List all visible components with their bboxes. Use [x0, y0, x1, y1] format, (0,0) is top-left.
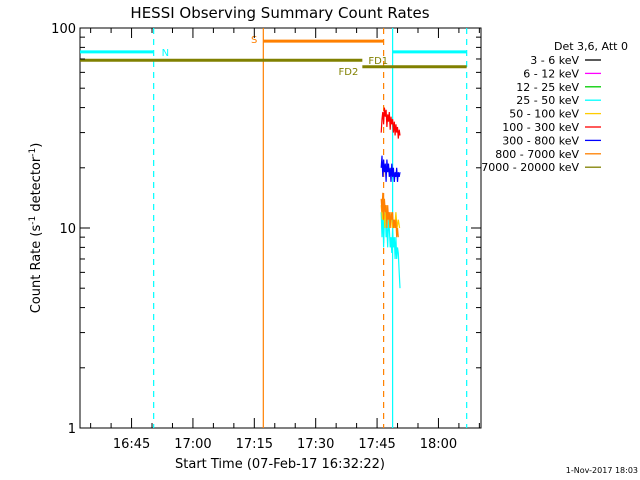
- series-line: [380, 107, 401, 139]
- legend-entry-label: 300 - 800 keV: [502, 134, 579, 147]
- observing-annotations: N S FD1 FD2: [80, 35, 467, 78]
- y-axis-label-main: Count Rate (s: [29, 225, 44, 314]
- legend-entry-label: 800 - 7000 keV: [495, 148, 579, 161]
- y-tick-label: 10: [59, 222, 76, 237]
- y-axis-label-end: ): [29, 143, 44, 148]
- legend-entry-label: 12 - 25 keV: [516, 81, 579, 94]
- y-axis-label-sup2: -1: [28, 148, 38, 157]
- footer-timestamp: 1-Nov-2017 18:03: [566, 466, 638, 475]
- annotation-label: S: [251, 35, 257, 46]
- legend-entry-label: 25 - 50 keV: [516, 94, 579, 107]
- plot-frame: [79, 27, 482, 429]
- annotation-label: FD2: [339, 67, 359, 78]
- x-tick-label: 17:30: [297, 437, 334, 452]
- x-tick-label: 17:00: [174, 437, 211, 452]
- y-axis-label-sup1: -1: [28, 216, 38, 225]
- y-tick-label: 1: [68, 422, 76, 437]
- chart-title: HESSI Observing Summary Count Rates: [130, 4, 429, 22]
- legend-entry-label: 50 - 100 keV: [509, 108, 579, 121]
- legend-title: Det 3,6, Att 0: [554, 40, 628, 53]
- y-axis-label: Count Rate (s-1 detector-1): [28, 143, 44, 314]
- x-tick-label: 17:15: [236, 437, 273, 452]
- legend-entry-label: 6 - 12 keV: [523, 67, 579, 80]
- legend-entry-label: 3 - 6 keV: [530, 54, 579, 67]
- x-tick-label: 18:00: [420, 437, 457, 452]
- series-line: [380, 192, 399, 238]
- vertical-markers: [153, 28, 468, 428]
- annotation-label: N: [162, 48, 169, 59]
- legend-entry-label: 7000 - 20000 keV: [481, 161, 579, 174]
- y-tick-label: 100: [51, 22, 76, 37]
- series-lines: [380, 107, 401, 289]
- x-tick-label: 17:45: [358, 437, 395, 452]
- x-tick-label: 16:45: [113, 437, 150, 452]
- legend-entry-label: 100 - 300 keV: [502, 121, 579, 134]
- x-axis-label: Start Time (07-Feb-17 16:32:22): [175, 457, 385, 472]
- annotation-label: FD1: [368, 56, 388, 67]
- y-axis-label-mid: detector: [29, 156, 44, 216]
- series-line: [380, 155, 401, 182]
- axis-ticks: 16:45 17:00 17:15 17:30 17:45 18:00 1 10 100: [51, 22, 481, 452]
